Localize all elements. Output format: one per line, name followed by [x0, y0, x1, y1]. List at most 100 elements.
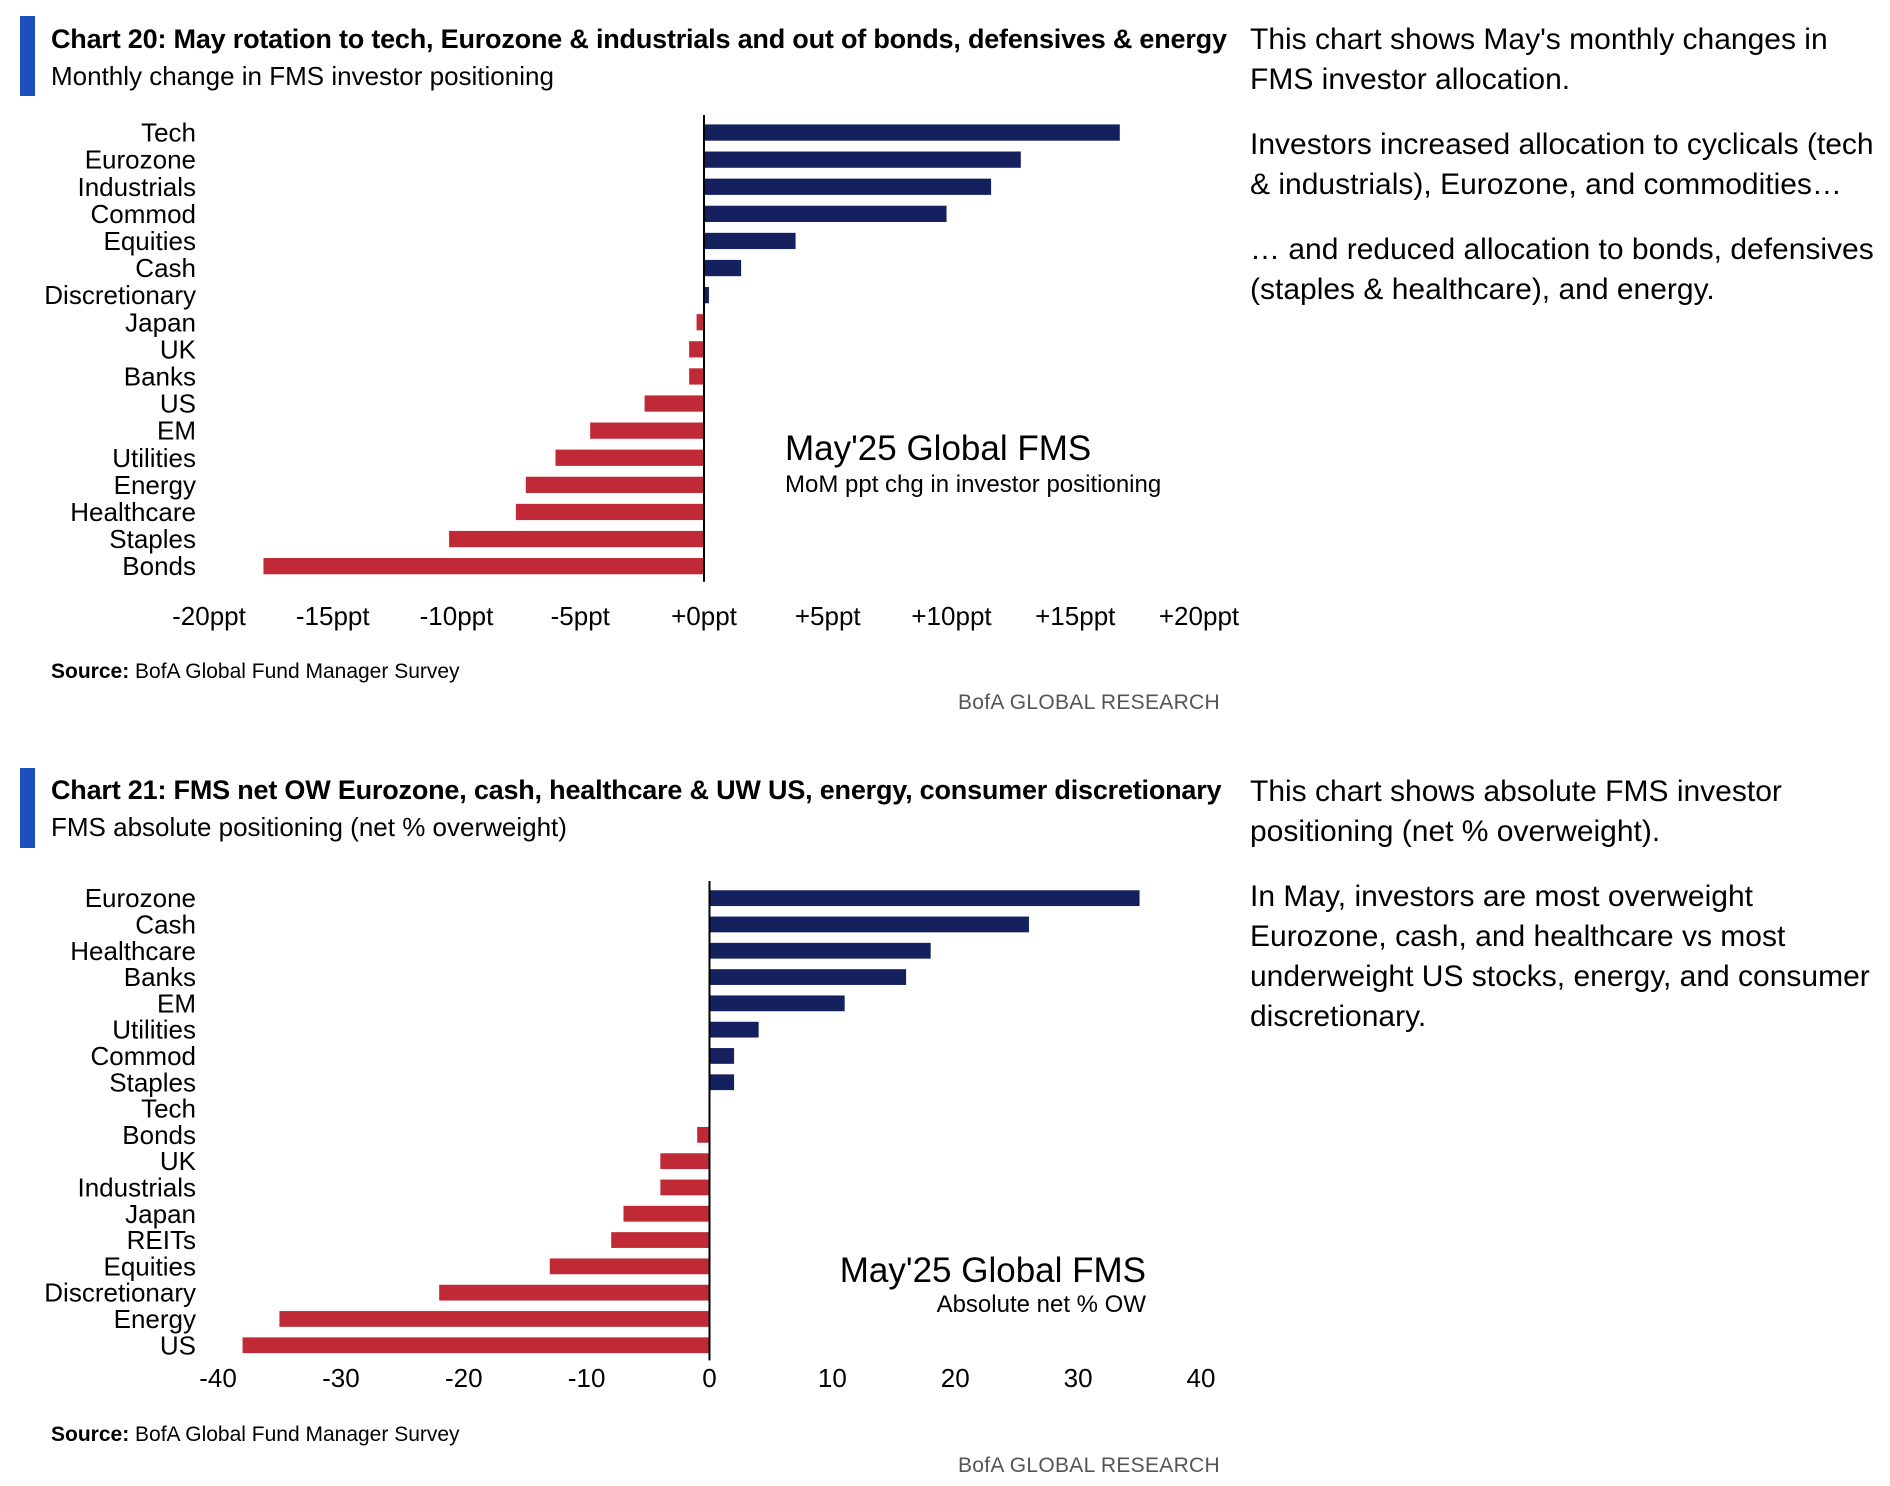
bar: [709, 1048, 735, 1064]
category-label: Energy: [114, 1304, 196, 1334]
x-tick-label: 0: [702, 1363, 716, 1393]
bar: [525, 476, 704, 493]
category-label: Eurozone: [85, 145, 196, 175]
note-paragraph: This chart shows absolute FMS investor p…: [1250, 775, 1782, 848]
bar: [644, 395, 704, 412]
source-label: Source:: [51, 1423, 130, 1446]
x-tick-label: -40: [199, 1363, 237, 1393]
x-tick-label: +20ppt: [1159, 601, 1240, 631]
annotation-title: May'25 Global FMS: [840, 1251, 1146, 1290]
bar: [263, 558, 704, 575]
category-label: Banks: [124, 361, 196, 391]
bar: [449, 530, 704, 548]
category-label: Utilities: [112, 443, 196, 473]
category-label: Energy: [114, 470, 196, 500]
annotation-subtitle: Absolute net % OW: [937, 1291, 1147, 1318]
category-label: Discretionary: [44, 280, 196, 310]
chart-title: Chart 21: FMS net OW Eurozone, cash, hea…: [51, 775, 1222, 805]
bar: [590, 422, 704, 439]
chart-title: Chart 20: May rotation to tech, Eurozone…: [51, 24, 1227, 54]
category-label: UK: [160, 334, 197, 364]
annotation-subtitle: MoM ppt chg in investor positioning: [785, 471, 1161, 498]
chart-notes: This chart shows absolute FMS investor p…: [1250, 772, 1880, 1062]
category-label: Eurozone: [85, 883, 196, 913]
x-tick-label: -10ppt: [420, 601, 494, 631]
category-label: Japan: [125, 1199, 196, 1229]
bar: [709, 995, 845, 1012]
bar: [439, 1284, 710, 1301]
bar-chart: EurozoneCashHealthcareBanksEMUtilitiesCo…: [44, 881, 1216, 1393]
bar: [709, 1021, 759, 1038]
x-tick-label: -20ppt: [172, 601, 246, 631]
source-text: BofA Global Fund Manager Survey: [135, 660, 460, 683]
x-tick-label: 20: [941, 1363, 970, 1393]
bar: [696, 314, 704, 331]
category-label: Bonds: [122, 1120, 196, 1150]
source-line: Source: BofA Global Fund Manager Survey: [51, 1423, 460, 1447]
accent-bar: [20, 16, 35, 96]
category-label: Healthcare: [70, 497, 196, 527]
bar: [279, 1311, 710, 1327]
x-tick-label: -30: [322, 1363, 360, 1393]
source-text: BofA Global Fund Manager Survey: [135, 1423, 460, 1446]
bar: [704, 205, 947, 222]
bar: [242, 1337, 710, 1354]
note-paragraph: In May, investors are most overweight Eu…: [1250, 880, 1870, 1033]
note-paragraph: This chart shows May's monthly changes i…: [1250, 23, 1828, 96]
category-label: US: [160, 1330, 196, 1360]
category-label: Equities: [104, 1251, 197, 1281]
category-label: Industrials: [78, 172, 197, 202]
category-label: Commod: [91, 199, 196, 229]
category-label: EM: [157, 988, 196, 1018]
brand-label: BofA GLOBAL RESEARCH: [958, 1454, 1220, 1477]
category-label: Cash: [135, 253, 196, 283]
category-label: Commod: [91, 1041, 196, 1071]
note-paragraph: Investors increased allocation to cyclic…: [1250, 128, 1874, 201]
bar: [704, 124, 1120, 141]
x-tick-label: +5ppt: [795, 601, 862, 631]
x-tick-label: +0ppt: [671, 601, 738, 631]
bar: [549, 1258, 710, 1275]
bar: [555, 449, 704, 466]
source-line: Source: BofA Global Fund Manager Survey: [51, 660, 460, 684]
category-label: Cash: [135, 909, 196, 939]
category-label: Discretionary: [44, 1278, 196, 1308]
x-tick-label: +10ppt: [911, 601, 992, 631]
category-label: Utilities: [112, 1015, 196, 1045]
category-label: REITs: [127, 1225, 196, 1255]
bar: [709, 942, 931, 959]
category-label: Japan: [125, 307, 196, 337]
bar: [623, 1205, 710, 1222]
bar-chart: TechEurozoneIndustrialsCommodEquitiesCas…: [44, 115, 1240, 631]
x-tick-label: 30: [1064, 1363, 1093, 1393]
category-label: US: [160, 389, 196, 419]
source-label: Source:: [51, 660, 130, 683]
x-tick-label: 40: [1187, 1363, 1216, 1393]
bar: [689, 368, 704, 385]
category-label: Staples: [109, 1067, 196, 1097]
category-label: EM: [157, 416, 196, 446]
category-label: Bonds: [122, 551, 196, 581]
category-label: Equities: [104, 226, 197, 256]
x-tick-label: -15ppt: [296, 601, 370, 631]
accent-bar: [20, 768, 35, 848]
bar: [704, 287, 709, 304]
x-tick-label: 10: [818, 1363, 847, 1393]
x-tick-label: +15ppt: [1035, 601, 1116, 631]
bar: [704, 259, 742, 277]
chart-subtitle: FMS absolute positioning (net % overweig…: [51, 812, 567, 842]
note-paragraph: … and reduced allocation to bonds, defen…: [1250, 233, 1874, 306]
bar: [660, 1153, 710, 1170]
bar: [689, 341, 704, 358]
category-label: Tech: [141, 118, 196, 148]
category-label: Staples: [109, 524, 196, 554]
bar: [704, 178, 992, 195]
bar: [704, 232, 796, 250]
brand-label: BofA GLOBAL RESEARCH: [958, 691, 1220, 714]
bar: [709, 1074, 735, 1091]
bar: [515, 503, 704, 521]
chart-notes: This chart shows May's monthly changes i…: [1250, 20, 1880, 335]
category-label: UK: [160, 1146, 197, 1176]
bar: [660, 1179, 710, 1196]
bar: [709, 890, 1140, 907]
